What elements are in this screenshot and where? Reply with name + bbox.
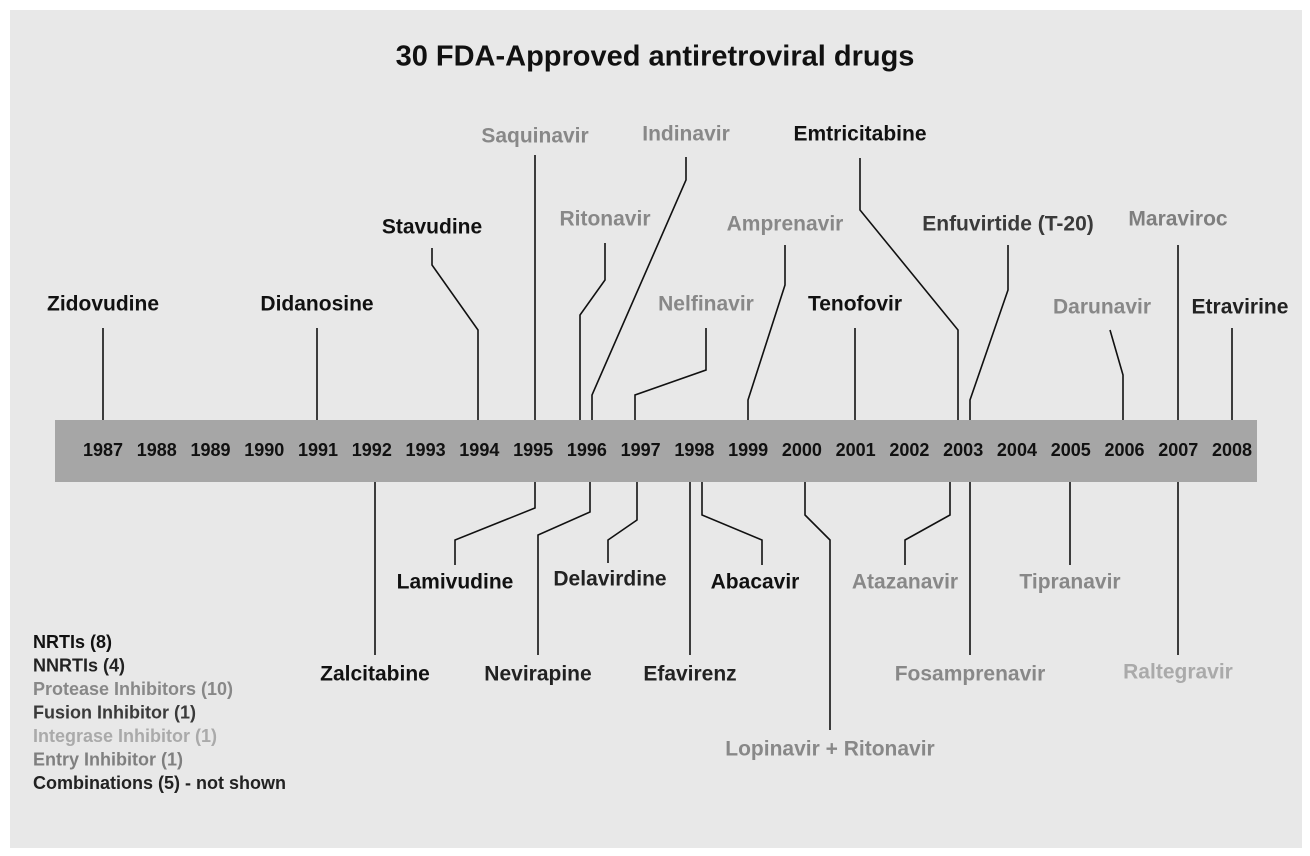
drug-label: Raltegravir xyxy=(1123,661,1233,684)
drug-label: Lopinavir + Ritonavir xyxy=(725,738,934,761)
connector xyxy=(1109,329,1124,420)
connector xyxy=(634,328,707,420)
drug-label: Tenofovir xyxy=(808,293,902,316)
year-label: 1992 xyxy=(352,440,392,460)
legend-item: Combinations (5) - not shown xyxy=(33,773,286,793)
year-label: 2008 xyxy=(1212,440,1252,460)
year-label: 1989 xyxy=(191,440,231,460)
drug-label: Ritonavir xyxy=(559,208,650,231)
timeline-band xyxy=(55,420,1257,482)
drug-label: Nevirapine xyxy=(484,663,591,686)
drug-label: Lamivudine xyxy=(397,571,514,594)
drug-label: Nelfinavir xyxy=(658,293,754,316)
legend-item: Integrase Inhibitor (1) xyxy=(33,726,217,746)
year-label: 2002 xyxy=(889,440,929,460)
drug-label: Atazanavir xyxy=(852,571,958,594)
year-label: 2003 xyxy=(943,440,983,460)
year-label: 1995 xyxy=(513,440,553,460)
legend-item: NNRTIs (4) xyxy=(33,655,125,675)
drug-label: Fosamprenavir xyxy=(895,663,1046,686)
connector xyxy=(537,482,591,655)
year-label: 2006 xyxy=(1104,440,1144,460)
drug-label: Zalcitabine xyxy=(320,663,430,686)
connector xyxy=(969,245,1009,420)
year-label: 2001 xyxy=(836,440,876,460)
drug-label: Maraviroc xyxy=(1128,208,1228,231)
connector xyxy=(904,482,951,565)
year-label: 2005 xyxy=(1051,440,1091,460)
year-label: 1991 xyxy=(298,440,338,460)
year-label: 1998 xyxy=(674,440,714,460)
year-label: 2007 xyxy=(1158,440,1198,460)
year-label: 1987 xyxy=(83,440,123,460)
year-label: 1988 xyxy=(137,440,177,460)
drug-label: Delavirdine xyxy=(553,568,666,591)
connector xyxy=(607,482,638,563)
connector xyxy=(591,157,687,420)
drug-label: Enfuvirtide (T-20) xyxy=(922,213,1094,236)
drug-label: Abacavir xyxy=(711,571,800,594)
drug-label: Darunavir xyxy=(1053,296,1151,319)
year-label: 1996 xyxy=(567,440,607,460)
drug-label: Stavudine xyxy=(382,216,482,239)
connector xyxy=(579,243,606,420)
legend-item: Entry Inhibitor (1) xyxy=(33,749,183,769)
year-label: 1999 xyxy=(728,440,768,460)
drug-label: Efavirenz xyxy=(643,663,736,686)
drug-label: Amprenavir xyxy=(727,213,844,236)
connector xyxy=(431,248,479,420)
title: 30 FDA-Approved antiretroviral drugs xyxy=(396,41,915,73)
drug-label: Saquinavir xyxy=(481,125,588,148)
connector xyxy=(804,482,831,730)
year-label: 2004 xyxy=(997,440,1037,460)
drug-label: Indinavir xyxy=(642,123,730,146)
drug-label: Didanosine xyxy=(260,293,373,316)
year-label: 1993 xyxy=(406,440,446,460)
drug-label: Tipranavir xyxy=(1019,571,1120,594)
drug-label: Zidovudine xyxy=(47,293,159,316)
legend-item: NRTIs (8) xyxy=(33,632,112,652)
year-label: 1997 xyxy=(621,440,661,460)
connector xyxy=(747,245,786,420)
year-label: 2000 xyxy=(782,440,822,460)
drug-label: Emtricitabine xyxy=(793,123,926,146)
legend-item: Fusion Inhibitor (1) xyxy=(33,702,196,722)
year-label: 1994 xyxy=(459,440,499,460)
connector xyxy=(454,482,536,565)
connector xyxy=(859,158,959,420)
connector xyxy=(701,482,763,565)
year-label: 1990 xyxy=(244,440,284,460)
drug-label: Etravirine xyxy=(1192,296,1289,319)
legend-item: Protease Inhibitors (10) xyxy=(33,679,233,699)
